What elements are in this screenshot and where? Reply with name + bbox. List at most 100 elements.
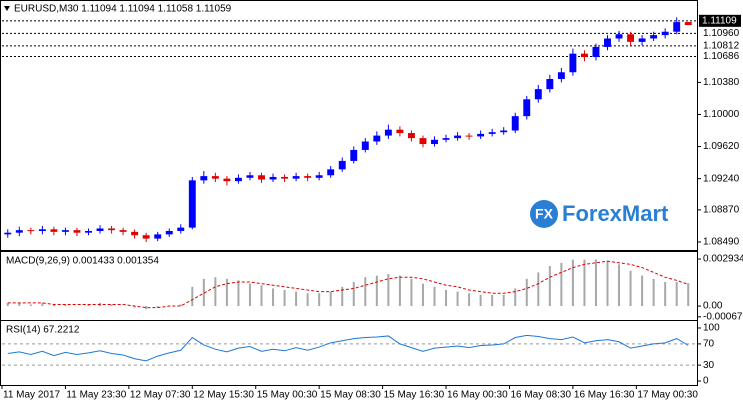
y-tick-label: -0.000672: [703, 311, 743, 322]
candle-body: [569, 53, 577, 73]
candle-body: [500, 130, 508, 133]
candle-body: [350, 149, 358, 161]
macd-signal: [7, 260, 689, 309]
y-tick-label: 100: [703, 323, 720, 334]
candle-body: [361, 141, 369, 150]
y-tick-label: 1.10000: [703, 109, 740, 120]
candle-body: [281, 176, 289, 179]
x-tick-label: 11 May 2017: [3, 390, 61, 401]
candle-body: [661, 31, 669, 36]
candle-body: [4, 232, 12, 235]
candle-body: [615, 34, 623, 39]
x-tick-label: 12 May 15:30: [193, 390, 254, 401]
y-tick-label: 0.002934: [703, 254, 743, 265]
y-tick-label: 30: [703, 360, 715, 371]
x-tick-label: 15 May 00:30: [257, 390, 318, 401]
candle-body: [580, 53, 588, 58]
current-price-box: [699, 14, 741, 27]
candle-body: [454, 135, 462, 139]
x-tick-label: 16 May 00:30: [447, 390, 508, 401]
panel-title: MACD(9,26,9) 0.001433 0.001354: [6, 256, 159, 267]
panel-title: RSI(14) 67.2212: [6, 325, 80, 336]
candle-body: [154, 234, 162, 239]
candle-body: [27, 230, 35, 232]
candle-body: [108, 228, 116, 231]
candle-body: [85, 231, 92, 233]
candle-body: [684, 22, 692, 26]
candle-body: [673, 22, 681, 32]
candle-body: [534, 89, 542, 100]
candle-body: [488, 132, 496, 134]
candle-body: [627, 34, 635, 42]
price-level-label: 1.10686: [703, 51, 740, 62]
chart-title: EURUSD,M30 1.11094 1.11094 1.11058 1.110…: [14, 4, 232, 15]
logo-badge-circle: [530, 200, 558, 228]
candle-body: [61, 230, 69, 232]
candle-body: [511, 116, 519, 131]
candle-body: [50, 229, 58, 232]
candle-body: [557, 72, 565, 80]
x-tick-label: 16 May 08:30: [510, 390, 571, 401]
candle-body: [327, 169, 335, 176]
logo-badge: FX: [535, 206, 554, 222]
candle-body: [431, 139, 438, 145]
candle-body: [200, 176, 208, 181]
candle-body: [223, 178, 231, 182]
candle-body: [258, 175, 265, 180]
x-tick-label: 17 May 00:30: [637, 390, 698, 401]
candle-body: [211, 176, 219, 179]
price-level-label: 1.10812: [703, 41, 740, 52]
candle-body: [304, 176, 312, 178]
candle-body: [142, 235, 150, 239]
x-tick-label: 15 May 08:30: [320, 390, 381, 401]
candle-body: [315, 175, 323, 178]
candle-body: [592, 46, 600, 58]
x-tick-label: 15 May 16:30: [384, 390, 445, 401]
candle-body: [546, 79, 554, 90]
candle-body: [234, 177, 242, 182]
candle-body: [419, 138, 427, 145]
candle-body: [650, 35, 658, 39]
x-tick-label: 12 May 07:30: [130, 390, 191, 401]
candle-body: [407, 133, 415, 139]
candle-body: [269, 176, 277, 180]
candle-body: [604, 38, 611, 47]
candle-body: [165, 231, 173, 235]
candle-body: [638, 38, 646, 42]
y-tick-label: 1.08490: [703, 237, 740, 248]
candle-body: [246, 175, 254, 178]
candle-body: [477, 133, 485, 137]
candle-body: [442, 138, 450, 140]
x-tick-label: 11 May 23:30: [66, 390, 126, 401]
candle-body: [373, 135, 381, 142]
candle-body: [131, 231, 139, 236]
y-tick-label: 0.00: [703, 301, 723, 312]
candle-body: [38, 229, 46, 232]
rsi-line: [7, 334, 689, 362]
candle-body: [119, 230, 127, 232]
panel-frame: [0, 320, 698, 386]
y-tick-label: 0: [703, 376, 709, 387]
candle-body: [73, 230, 81, 233]
candle-body: [96, 228, 104, 232]
candle-body: [15, 230, 23, 233]
candle-body: [292, 176, 300, 179]
y-tick-label: 1.09620: [703, 141, 740, 152]
title-arrow: [4, 6, 10, 11]
y-tick-label: 1.08870: [703, 205, 740, 216]
y-tick-label: 1.09240: [703, 173, 740, 184]
current-price-label: 1.11109: [702, 15, 737, 26]
candle-body: [523, 99, 531, 117]
y-tick-label: 70: [703, 339, 715, 350]
panel-frame: [0, 0, 698, 251]
candle-body: [188, 180, 196, 228]
x-tick-label: 16 May 16:30: [574, 390, 635, 401]
candle-body: [338, 160, 346, 170]
y-tick-label: 1.10380: [703, 77, 740, 88]
logo-text: ForexMart: [562, 201, 669, 226]
candle-body: [177, 227, 185, 232]
candle-body: [465, 135, 473, 137]
price-level-label: 1.10960: [703, 28, 740, 39]
